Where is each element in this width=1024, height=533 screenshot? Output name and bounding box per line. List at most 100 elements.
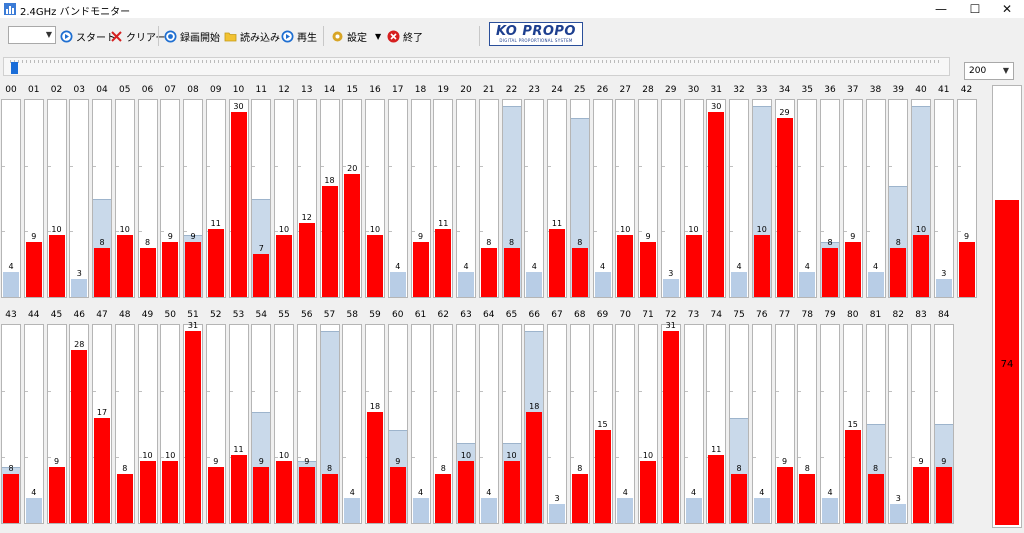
grid-line — [798, 457, 802, 458]
close-button[interactable]: ✕ — [1001, 2, 1013, 16]
channel-57: 57 8 — [319, 310, 341, 524]
channel-track: 4 — [820, 324, 840, 524]
record-button[interactable]: 録画開始 — [164, 27, 220, 45]
channel-track: 9 — [183, 99, 203, 298]
grid-line — [912, 457, 915, 458]
channel-label: 75 — [733, 310, 745, 320]
grid-line — [525, 166, 529, 167]
channel-level-bar — [230, 454, 247, 523]
device-combo[interactable]: ▼ — [8, 26, 56, 44]
channel-track: 8 — [569, 324, 590, 524]
caret-down-icon: ▼ — [375, 31, 382, 41]
grid-line — [343, 166, 347, 167]
grid-line — [616, 391, 620, 392]
channel-82: 82 3 — [887, 310, 909, 524]
channel-track: 10 — [751, 99, 772, 298]
channel-value: 8 — [144, 237, 151, 247]
channel-track: 10 — [456, 324, 476, 524]
channel-42: 42 9 — [956, 85, 978, 298]
grid-line — [434, 166, 438, 167]
channel-76: 76 4 — [751, 310, 773, 524]
settings-dropdown[interactable]: ▼ — [375, 27, 381, 45]
channel-level-bar — [71, 349, 88, 523]
channel-track: 4 — [410, 324, 431, 524]
grid-line — [684, 231, 688, 232]
grid-line — [47, 231, 51, 232]
channel-track: 9 — [387, 324, 408, 524]
channel-value: 9 — [850, 231, 856, 241]
channel-83: 83 9 — [910, 310, 932, 524]
channel-label: 72 — [665, 310, 677, 320]
channel-level-bar — [594, 272, 611, 297]
scale-select[interactable]: 200 ▼ — [964, 62, 1014, 80]
timeline-slider[interactable] — [3, 57, 950, 76]
channel-track: 9 — [933, 324, 954, 524]
channel-level-bar — [526, 411, 543, 523]
channel-label: 09 — [210, 85, 222, 95]
channel-71: 71 10 — [637, 310, 659, 524]
settings-button[interactable]: 設定 — [331, 27, 367, 45]
channel-level-bar — [253, 467, 270, 523]
channel-label: 21 — [483, 85, 495, 95]
channel-value: 8 — [577, 237, 583, 247]
grid-line — [115, 457, 119, 458]
channel-level-bar — [412, 241, 429, 297]
channel-track: 18 — [524, 324, 545, 524]
channel-track: 10 — [137, 324, 158, 524]
grid-line — [115, 166, 119, 167]
channel-value: 8 — [508, 237, 515, 247]
channel-value: 4 — [395, 262, 401, 272]
clear-label: クリアー — [126, 32, 166, 44]
channel-value: 9 — [31, 231, 37, 241]
channel-62: 62 8 — [432, 310, 454, 524]
grid-line — [730, 166, 733, 167]
start-button[interactable]: スタート — [60, 27, 116, 45]
channel-level-bar — [480, 247, 497, 297]
channel-label: 37 — [847, 85, 859, 95]
channel-track: 8 — [888, 99, 909, 298]
channel-label: 25 — [574, 85, 586, 95]
minimize-button[interactable]: — — [935, 2, 947, 16]
channel-label: 77 — [778, 310, 791, 320]
channel-level-bar — [776, 467, 793, 523]
channel-38: 38 4 — [865, 85, 887, 298]
channel-label: 63 — [460, 310, 472, 320]
grid-line — [616, 457, 620, 458]
channel-label: 49 — [141, 310, 154, 320]
channel-label: 48 — [119, 310, 131, 320]
channel-level-bar — [116, 473, 133, 523]
grid-line — [161, 231, 165, 232]
channel-value: 4 — [486, 488, 492, 498]
exit-button[interactable]: 終了 — [387, 27, 423, 45]
channel-value: 8 — [827, 237, 833, 247]
channel-label: 07 — [164, 85, 176, 95]
load-button[interactable]: 読み込み — [224, 27, 280, 45]
toolbar-separator — [479, 26, 480, 46]
channel-label: 80 — [847, 310, 859, 320]
channel-level-bar — [367, 235, 383, 297]
grid-line — [525, 231, 529, 232]
channel-label: 31 — [710, 85, 722, 95]
channel-label: 36 — [824, 85, 836, 95]
grid-line — [661, 231, 665, 232]
channel-track: 8 — [865, 324, 886, 524]
channel-label: 29 — [665, 85, 677, 95]
channel-track: 11 — [433, 99, 454, 298]
channel-track: 11 — [547, 99, 567, 298]
channel-value: 9 — [963, 231, 970, 241]
channel-label: 15 — [346, 85, 358, 95]
clear-button[interactable]: クリアー — [110, 27, 165, 45]
channel-track: 31 — [660, 321, 681, 524]
channel-17: 17 4 — [387, 85, 409, 298]
slider-thumb[interactable] — [11, 62, 18, 74]
channel-label: 20 — [460, 85, 472, 95]
channel-value: 4 — [463, 262, 469, 272]
maximize-button[interactable]: ☐ — [969, 2, 981, 16]
channel-value: 9 — [781, 457, 788, 467]
grid-line — [411, 166, 415, 167]
channel-level-bar — [367, 411, 383, 523]
channel-48: 48 8 — [114, 310, 136, 524]
play-button[interactable]: 再生 — [281, 27, 317, 45]
channel-label: 81 — [869, 310, 882, 320]
grid-line — [798, 391, 802, 392]
